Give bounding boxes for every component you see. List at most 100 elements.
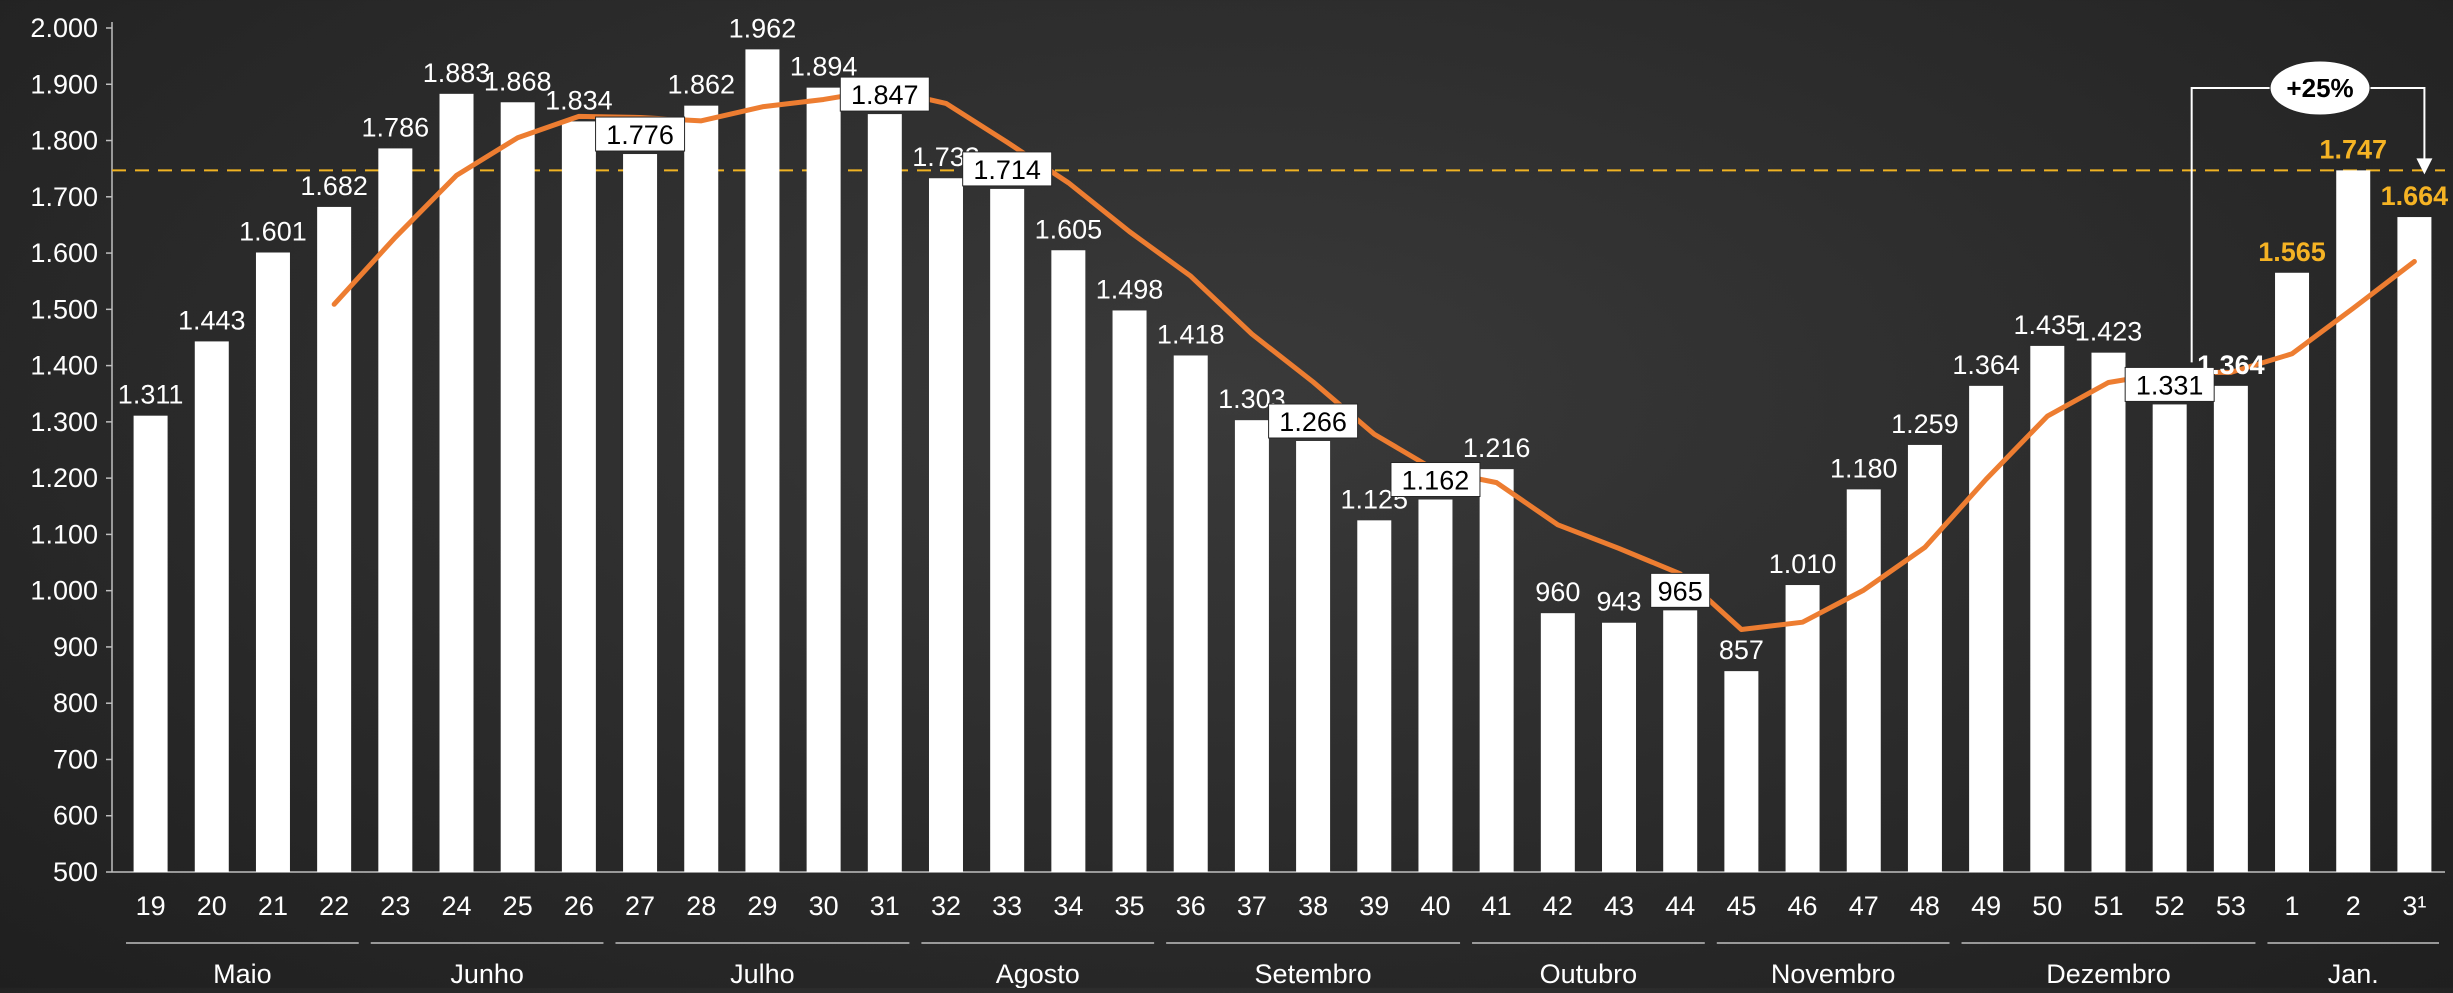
x-tick-label: 39 (1359, 891, 1389, 921)
x-tick-label: 38 (1298, 891, 1328, 921)
value-label: 1.883 (423, 58, 491, 88)
bar (623, 154, 658, 872)
bar (1846, 489, 1881, 872)
value-label: 1.786 (362, 112, 430, 142)
bar (2091, 352, 2126, 872)
x-tick-label: 29 (747, 891, 777, 921)
x-tick-label: 2 (2346, 891, 2361, 921)
bar (1724, 671, 1759, 872)
y-tick-label: 500 (53, 857, 98, 887)
value-label: 1.862 (667, 70, 735, 100)
bar (867, 114, 902, 872)
annotation-arrow-icon (2416, 158, 2433, 175)
value-label: 1.266 (1279, 407, 1347, 437)
value-label: 1.605 (1035, 214, 1103, 244)
value-label: 1.962 (729, 13, 797, 43)
month-label: Maio (213, 959, 272, 988)
y-tick-label: 700 (53, 744, 98, 774)
y-tick-label: 1.400 (30, 351, 98, 381)
bar (1663, 610, 1698, 872)
x-tick-label: 52 (2155, 891, 2185, 921)
x-tick-label: 40 (1420, 891, 1450, 921)
y-tick-label: 900 (53, 632, 98, 662)
month-label: Setembro (1255, 959, 1372, 988)
bar (1112, 310, 1147, 872)
bar (2152, 404, 2187, 872)
y-tick-label: 1.600 (30, 238, 98, 268)
x-tick-label: 36 (1176, 891, 1206, 921)
value-label: 1.364 (2197, 350, 2265, 380)
x-axis-labels: 19 20 21 22 23 24 25 26 27 28 29 30 31 32 33 34 35 36 37 38… (136, 891, 2427, 921)
y-tick-label: 1.200 (30, 463, 98, 493)
bar (1357, 520, 1392, 872)
bars (133, 49, 2432, 873)
value-label: 1.601 (239, 217, 307, 247)
bar (1479, 469, 1514, 872)
y-tick-label: 1.000 (30, 576, 98, 606)
x-tick-label: 20 (197, 891, 227, 921)
bar (1234, 420, 1269, 872)
y-tick-label: 1.500 (30, 294, 98, 324)
x-tick-label: 33 (992, 891, 1022, 921)
value-label-box (839, 76, 930, 112)
x-tick-label: 37 (1237, 891, 1267, 921)
bar (1296, 440, 1331, 872)
value-label: 1.565 (2258, 237, 2326, 267)
value-label-box (595, 116, 686, 152)
x-tick-label: 49 (1971, 891, 2001, 921)
bar (1540, 613, 1575, 872)
x-tick-label: 53 (2216, 891, 2246, 921)
y-tick-label: 1.700 (30, 182, 98, 212)
y-tick-label: 2.000 (30, 13, 98, 43)
value-label: 1.423 (2075, 317, 2143, 347)
value-label: 1.259 (1891, 409, 1959, 439)
value-label: 1.180 (1830, 453, 1898, 483)
bar (1785, 585, 1820, 872)
bar (1907, 444, 1942, 872)
month-label: Jan. (2328, 959, 2379, 988)
value-label: 1.747 (2319, 134, 2387, 164)
bar (1418, 499, 1453, 872)
month-label: Julho (730, 959, 795, 988)
value-label: 1.664 (2381, 181, 2449, 211)
bar (194, 341, 229, 872)
x-tick-label: 25 (503, 891, 533, 921)
bar (928, 178, 963, 872)
value-label-box (1268, 403, 1359, 439)
value-label: 965 (1658, 576, 1703, 606)
x-tick-label: 22 (319, 891, 349, 921)
bar (1173, 355, 1208, 872)
bar (1051, 250, 1086, 873)
month-label: Novembro (1771, 959, 1896, 988)
x-tick-label: 51 (2093, 891, 2123, 921)
bar (745, 49, 780, 872)
value-label: 1.847 (851, 80, 919, 110)
value-label: 1.010 (1769, 549, 1837, 579)
annotation-badge (2269, 60, 2371, 116)
bar (2213, 385, 2248, 872)
value-label: 1.714 (973, 155, 1041, 185)
value-label: 960 (1535, 577, 1580, 607)
x-tick-label: 28 (686, 891, 716, 921)
value-label: 1.418 (1157, 319, 1225, 349)
x-tick-label: 27 (625, 891, 655, 921)
x-tick-label: 24 (441, 891, 471, 921)
value-label-box (962, 151, 1053, 187)
bar (2275, 272, 2310, 872)
bar (255, 252, 290, 872)
x-tick-label: 26 (564, 891, 594, 921)
bar (2397, 217, 2432, 872)
value-label: 1.364 (1952, 350, 2020, 380)
value-label: 1.216 (1463, 433, 1531, 463)
value-label: 1.868 (484, 66, 552, 96)
x-tick-label: 31 (870, 891, 900, 921)
y-tick-label: 1.900 (30, 69, 98, 99)
value-label-box (2124, 366, 2215, 402)
x-tick-label: 45 (1726, 891, 1756, 921)
bar (439, 93, 474, 872)
value-labels: 1.311 1.443 1.601 1.682 1.786 1.8831.8681.834… (118, 13, 2448, 665)
annotation: +25% (2190, 60, 2433, 363)
x-tick-label: 44 (1665, 891, 1695, 921)
bar (133, 415, 168, 872)
